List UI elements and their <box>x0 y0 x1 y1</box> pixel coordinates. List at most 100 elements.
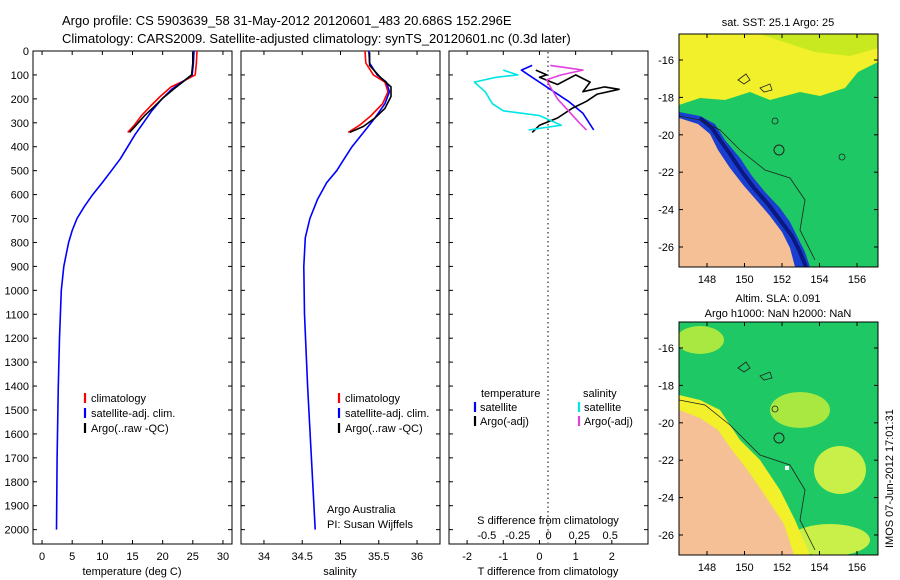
sst-reef-1 <box>771 117 779 125</box>
depth-tick-label: 1300 <box>5 357 29 369</box>
depth-tick-label: 1400 <box>5 381 29 393</box>
sst-argo-marker <box>773 144 785 156</box>
depth-tick-label: 200 <box>11 94 29 106</box>
map-lon-label: 150 <box>735 274 753 286</box>
sla-latitude-ticks: -16 -18 -20 -22 -24 -26 <box>658 343 878 542</box>
map-lat-label: -18 <box>658 92 674 104</box>
difference-depth-ticks <box>449 50 648 531</box>
sla-argo-point <box>785 466 789 470</box>
temperature-climatology-line <box>127 50 198 133</box>
map-lon-label: 154 <box>810 274 828 286</box>
map-lat-label: -24 <box>658 205 674 217</box>
s-diff-tick-label: -0.25 <box>505 530 530 542</box>
x-tick-label: 1 <box>573 551 579 563</box>
temperature-axes-frame <box>32 50 233 545</box>
legend-label: climatology <box>345 393 401 405</box>
depth-tick-label: 1700 <box>5 453 29 465</box>
depth-tick-label: 0 <box>23 46 29 58</box>
salinity-depth-ticks <box>241 50 440 531</box>
depth-tick-label: 100 <box>11 70 29 82</box>
depth-tick-label: 800 <box>11 237 29 249</box>
header-line-1: Argo profile: CS 5903639_58 31-May-2012 … <box>62 13 512 28</box>
map-lat-label: -20 <box>658 130 674 142</box>
difference-s-satellite-line <box>473 69 563 131</box>
temperature-xlabel: temperature (deg C) <box>82 566 181 578</box>
map-lon-label: 150 <box>735 562 753 574</box>
sla-map-subtitle: Argo h1000: NaN h2000: NaN <box>705 308 852 320</box>
sst-map-frame <box>678 33 879 268</box>
sst-islands <box>737 73 773 93</box>
depth-tick-label: 2000 <box>5 525 29 537</box>
salinity-climatology-line <box>347 50 389 134</box>
sst-map: sat. SST: 25.1 Argo: 25 -16-18-20-22-24-… <box>658 17 879 286</box>
sst-land <box>679 118 795 267</box>
x-tick-label: 0 <box>536 551 542 563</box>
sst-map-title: sat. SST: 25.1 Argo: 25 <box>722 17 835 29</box>
sla-map-title: Altim. SLA: 0.091 <box>736 293 821 305</box>
legend-label: satellite <box>480 402 517 414</box>
salinity-legend: climatology satellite-adj. clim. Argo(..ra… <box>337 393 429 435</box>
map-lon-label: 156 <box>848 562 866 574</box>
legend-label: satellite-adj. clim. <box>91 408 175 420</box>
temperature-satellite-adj-clim-line <box>55 50 195 530</box>
legend-label: climatology <box>91 393 147 405</box>
sla-high-1 <box>770 392 830 428</box>
sla-high-4 <box>679 326 724 354</box>
salinity-argo-raw-qc-line <box>349 52 392 134</box>
x-tick-label: 34 <box>258 551 270 563</box>
difference-s-argo-adj-line <box>545 64 588 131</box>
map-lat-label: -20 <box>658 418 674 430</box>
legend-label: Argo(-adj) <box>480 416 529 428</box>
depth-tick-label: 1800 <box>5 477 29 489</box>
map-lon-label: 154 <box>810 562 828 574</box>
difference-xlabel-salinity: S difference from climatology <box>477 515 619 527</box>
x-tick-label: 20 <box>157 551 169 563</box>
x-tick-label: -1 <box>498 551 508 563</box>
x-tick-label: 34.5 <box>292 551 313 563</box>
temperature-x-axis: 0 5 10 15 20 25 30 <box>39 51 229 563</box>
temperature-panel: 0100200300400500600700800900100011001200… <box>5 46 233 578</box>
map-lat-label: -24 <box>658 493 674 505</box>
legend-label: Argo(..raw -QC) <box>345 423 423 435</box>
temperature-series <box>55 50 198 530</box>
sla-map-field <box>679 322 878 555</box>
map-lon-label: 156 <box>848 274 866 286</box>
sla-land <box>679 410 794 555</box>
x-tick-label: 5 <box>69 551 75 563</box>
salinity-annotation-line-2: PI: Susan Wijffels <box>327 519 413 531</box>
x-tick-label: 2 <box>609 551 615 563</box>
legend-label: satellite-adj. clim. <box>345 408 429 420</box>
x-tick-label: 36 <box>411 551 423 563</box>
map-lat-label: -22 <box>658 167 674 179</box>
salinity-axes-frame <box>240 50 441 545</box>
depth-tick-label: 600 <box>11 190 29 202</box>
x-tick-label: 25 <box>187 551 199 563</box>
salinity-xlabel: salinity <box>323 566 357 578</box>
sst-longitude-ticks: 148 150 152 154 156 <box>698 34 866 286</box>
salinity-series <box>302 50 392 530</box>
map-lon-label: 152 <box>773 274 791 286</box>
s-diff-tick-label: 0.5 <box>603 530 618 542</box>
s-diff-tick-label: 0 <box>545 530 551 542</box>
map-lon-label: 148 <box>698 562 716 574</box>
sst-isobath <box>679 115 816 261</box>
salinity-x-axis: 34 34.5 35 35.5 36 <box>258 51 423 563</box>
difference-xlabel: T difference from climatology <box>478 566 619 578</box>
depth-tick-label: 1100 <box>5 309 29 321</box>
timestamp-watermark: IMOS 07-Jun-2012 17:01:31 <box>884 409 896 548</box>
legend-title-temperature: temperature <box>481 388 540 400</box>
legend-label: satellite <box>584 402 621 414</box>
s-diff-tick-label: -0.5 <box>477 530 496 542</box>
s-diff-tick-label: 0.25 <box>569 530 590 542</box>
salinity-difference-axis: -0.5 -0.25 0 0.25 0.5 <box>477 530 618 542</box>
salinity-annotation-line-1: Argo Australia <box>327 504 396 516</box>
difference-t-satellite-line <box>520 64 595 131</box>
temperature-legend: climatology satellite-adj. clim. Argo(..ra… <box>83 393 175 435</box>
depth-tick-label: 1900 <box>5 501 29 513</box>
depth-tick-label: 500 <box>11 166 29 178</box>
difference-panel: -2 -1 0 1 2 -0.5 -0.25 0 0.25 0.5 T difference f… <box>448 50 649 578</box>
salinity-panel: 34 34.5 35 35.5 36 salinity climatology satel… <box>240 50 441 578</box>
x-tick-label: 35.5 <box>368 551 389 563</box>
sla-longitude-ticks: 148 150 152 154 156 <box>698 322 866 574</box>
